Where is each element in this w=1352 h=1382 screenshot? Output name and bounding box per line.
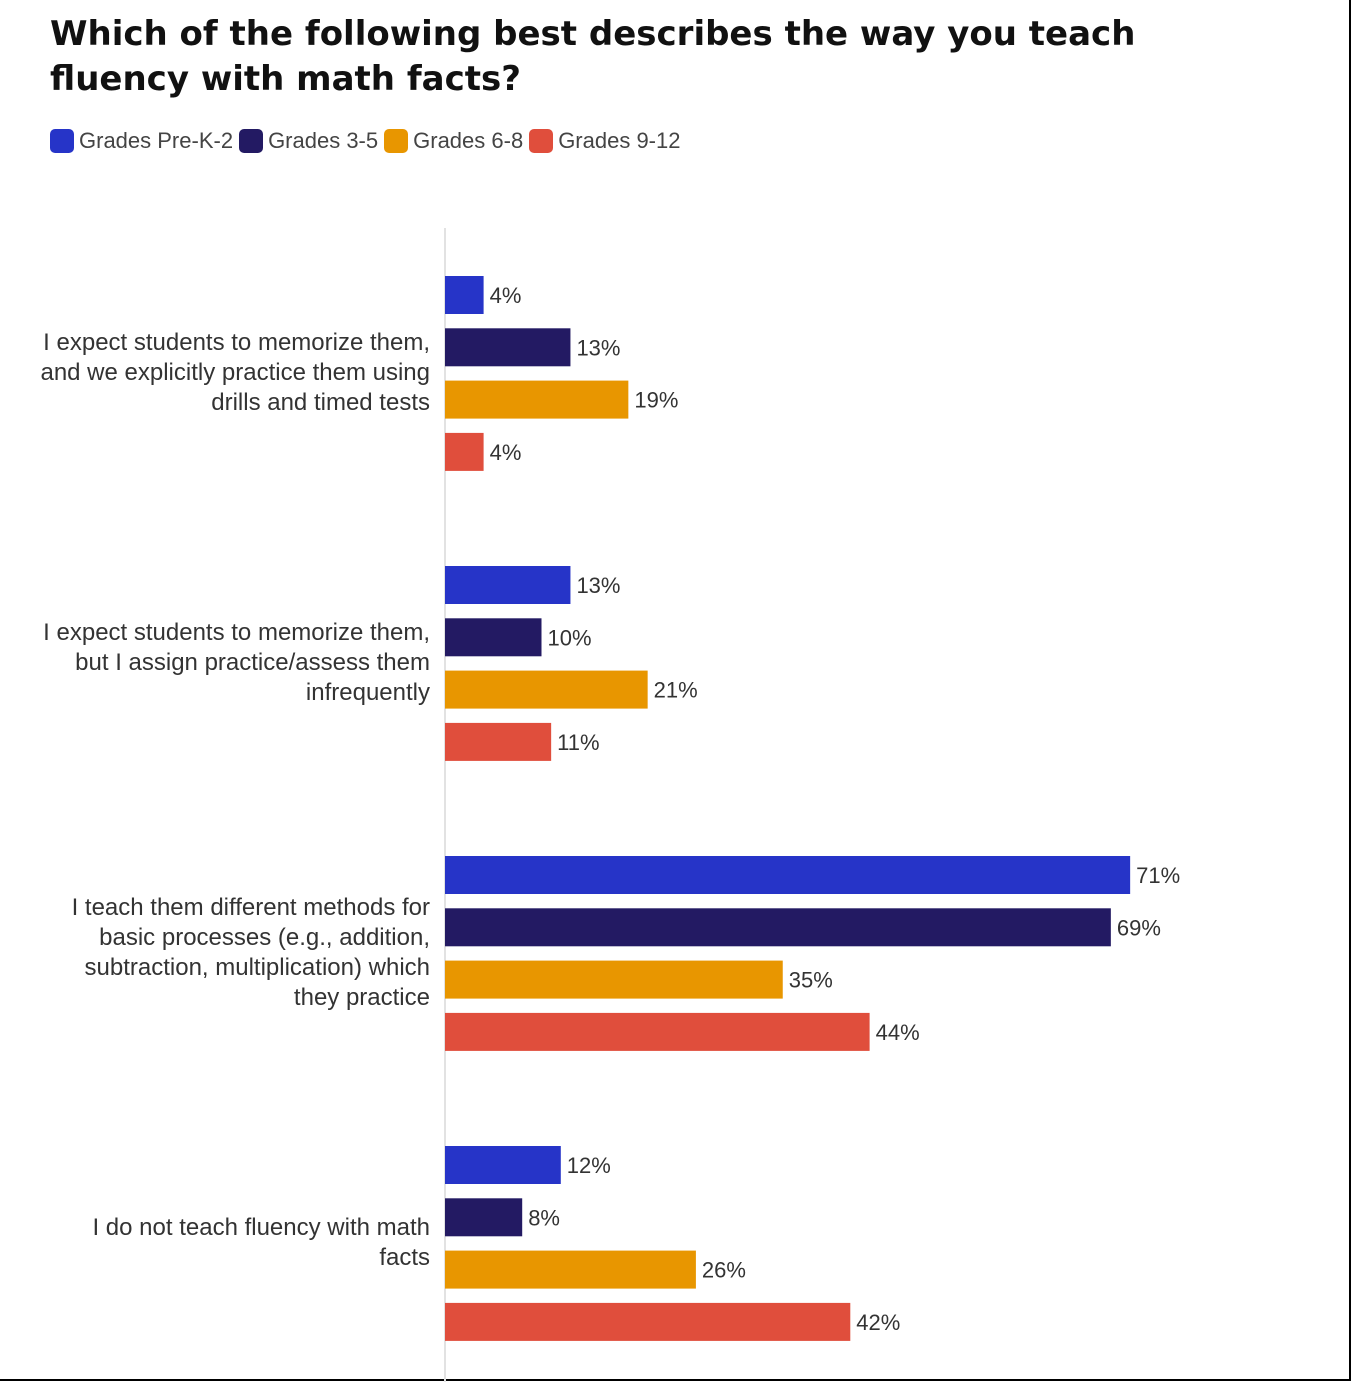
bar-2-1 xyxy=(445,566,571,604)
bar-value-label-2-4: 11% xyxy=(557,730,599,755)
bar-group-2: 13% 10% 21% 11% xyxy=(445,566,698,761)
bar-3-1 xyxy=(445,856,1131,894)
bar-value-label-4-1: 12% xyxy=(567,1153,611,1178)
bar-4-4 xyxy=(445,1302,851,1341)
bar-value-label-1-3: 19% xyxy=(634,388,678,413)
legend-item-4: Grades 9-12 xyxy=(529,128,680,154)
bar-2-4 xyxy=(445,722,552,761)
bar-2-2 xyxy=(445,618,542,657)
bar-value-label-4-4: 42% xyxy=(856,1310,900,1335)
bar-3-2 xyxy=(445,908,1111,947)
bar-group-3: 71% 69% 35% 44% xyxy=(445,856,1180,1051)
legend-swatch-4 xyxy=(529,129,554,153)
legend-label-4: Grades 9-12 xyxy=(558,128,681,153)
bar-1-4 xyxy=(445,432,484,471)
bar-4-3 xyxy=(445,1250,696,1289)
bar-value-label-1-4: 4% xyxy=(490,440,522,465)
bar-value-label-2-1: 13% xyxy=(576,573,620,598)
legend-label-1: Grades Pre-K-2 xyxy=(79,128,234,153)
bar-group-1: 4% 13% 19% 4% xyxy=(445,276,678,471)
bar-group-4: 12% 8% 26% 42% xyxy=(445,1146,900,1341)
bar-value-label-4-2: 8% xyxy=(528,1205,560,1230)
bar-value-label-1-2: 13% xyxy=(576,335,620,360)
bar-3-4 xyxy=(445,1012,870,1051)
bar-value-label-2-2: 10% xyxy=(548,625,592,650)
legend-item-2: Grades 3-5 xyxy=(239,128,378,154)
category-label-2: I expect students to memorize them, but … xyxy=(43,619,430,707)
bar-value-label-2-3: 21% xyxy=(654,678,698,703)
category-label-1: I expect students to memorize them, and … xyxy=(40,329,430,417)
category-label-4: I do not teach fluency with math facts xyxy=(92,1214,430,1272)
legend-swatch-1 xyxy=(50,129,74,153)
bar-1-2 xyxy=(445,328,571,367)
legend-swatch-2 xyxy=(239,129,264,153)
bar-value-label-3-3: 35% xyxy=(789,968,833,993)
legend-item-1: Grades Pre-K-2 xyxy=(50,128,233,154)
chart-title: Which of the following best describes th… xyxy=(50,14,1136,99)
legend-label-2: Grades 3-5 xyxy=(268,128,379,153)
bar-value-label-3-4: 44% xyxy=(876,1020,920,1045)
bar-4-1 xyxy=(445,1146,561,1184)
bar-1-1 xyxy=(445,276,484,314)
bar-value-label-4-3: 26% xyxy=(702,1258,746,1283)
bar-4-2 xyxy=(445,1198,523,1237)
bar-3-3 xyxy=(445,960,783,999)
category-label-3: I teach them different methods for basic… xyxy=(71,894,430,1012)
bar-value-label-1-1: 4% xyxy=(490,283,522,308)
legend-item-3: Grades 6-8 xyxy=(384,128,523,154)
legend: Grades Pre-K-2 Grades 3-5 Grades 6-8 Grades… xyxy=(50,128,686,154)
bar-value-label-3-1: 71% xyxy=(1136,863,1180,888)
bar-2-3 xyxy=(445,670,648,709)
bar-1-3 xyxy=(445,380,629,419)
legend-swatch-3 xyxy=(384,129,409,153)
legend-label-3: Grades 6-8 xyxy=(413,128,524,153)
bar-value-label-3-2: 69% xyxy=(1117,915,1161,940)
